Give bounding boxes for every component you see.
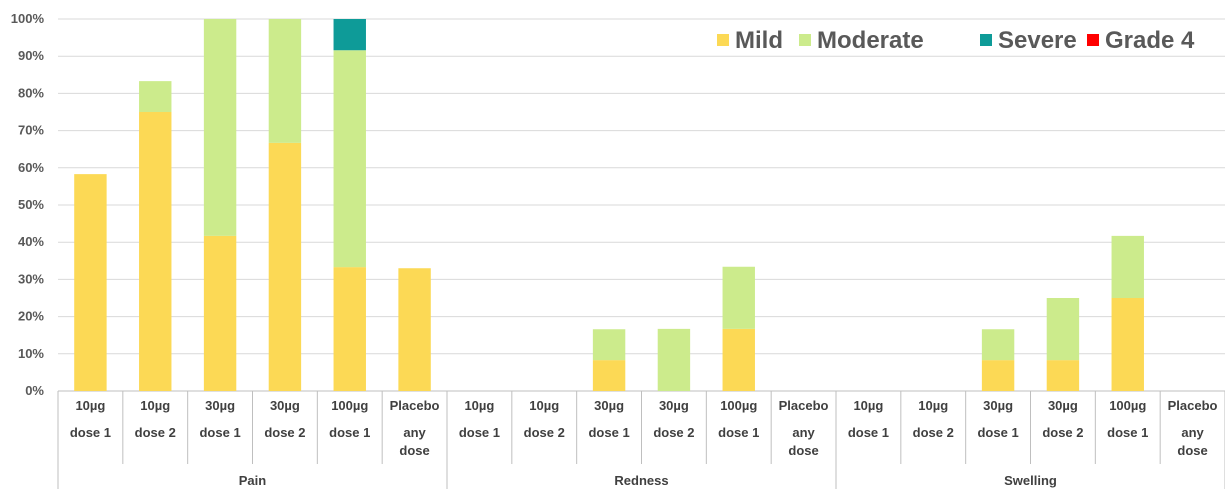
group-label: Pain — [239, 473, 267, 488]
y-tick-label: 30% — [18, 271, 44, 286]
x-tick-label: 30µg — [659, 398, 689, 413]
x-axis: 10µg dose 1 10µg dose 2 30µg dose 1 30µg dose 2… — [57, 391, 1225, 489]
bar-segment-moderate — [592, 329, 626, 361]
bar-segment-mild — [139, 112, 172, 391]
bar-segment-moderate — [1111, 235, 1144, 298]
y-tick-label: 60% — [18, 160, 44, 175]
x-tick-label: 30µg — [594, 398, 624, 413]
bar-segment-mild — [981, 360, 1015, 391]
x-tick-label: 10µg — [918, 398, 948, 413]
x-tick-label: dose 1 — [1107, 425, 1148, 440]
legend-label-severe: Severe — [998, 27, 1077, 54]
x-tick-label: 10µg — [464, 398, 494, 413]
x-tick-label: dose — [1177, 443, 1207, 458]
bar-segment-mild — [1111, 298, 1144, 391]
gridlines — [58, 18, 1225, 392]
y-tick-label: 40% — [18, 234, 44, 249]
bars — [74, 19, 1144, 391]
bar-segment-severe — [333, 19, 366, 51]
x-tick-label: 30µg — [270, 398, 300, 413]
y-axis-tick-labels: 0% 10% 20% 30% 40% 50% 60% 70% 80% 90% 100% — [11, 11, 45, 398]
legend-swatch-mild — [717, 34, 729, 46]
x-tick-label: 100µg — [331, 398, 368, 413]
bar-segment-moderate — [139, 81, 172, 112]
x-tick-label: Placebo — [390, 398, 440, 413]
bar-segment-moderate — [1046, 298, 1080, 361]
bar-segment-moderate — [981, 329, 1015, 361]
x-tick-label: dose 2 — [913, 425, 954, 440]
group-label: Swelling — [1004, 473, 1057, 488]
x-tick-label: dose 1 — [977, 425, 1018, 440]
x-tick-label: dose 1 — [588, 425, 629, 440]
x-tick-label: dose 1 — [718, 425, 759, 440]
legend-label-grade-4: Grade 4 — [1105, 27, 1195, 54]
y-tick-label: 70% — [18, 123, 44, 138]
x-tick-label: dose — [399, 443, 429, 458]
x-tick-label: any — [792, 425, 815, 440]
x-tick-label: dose 1 — [70, 425, 111, 440]
y-tick-label: 0% — [25, 383, 44, 398]
bar-segment-moderate — [268, 19, 302, 143]
x-tick-label: 30µg — [1048, 398, 1078, 413]
group-label: Redness — [614, 473, 668, 488]
x-tick-label: dose 2 — [264, 425, 305, 440]
legend-label-moderate: Moderate — [817, 27, 924, 54]
x-tick-label: dose 1 — [329, 425, 370, 440]
x-tick-label: 10µg — [853, 398, 883, 413]
x-tick-label: 10µg — [529, 398, 559, 413]
legend-label-mild: Mild — [735, 27, 783, 54]
bar-segment-mild — [203, 235, 237, 391]
x-tick-label: dose 1 — [199, 425, 240, 440]
x-tick-label: Placebo — [1168, 398, 1218, 413]
x-tick-label: 100µg — [1109, 398, 1146, 413]
legend-swatch-severe — [980, 34, 992, 46]
legend-swatch-moderate — [799, 34, 811, 46]
x-tick-label: 100µg — [720, 398, 757, 413]
bar-segment-mild — [268, 142, 302, 391]
y-tick-label: 80% — [18, 85, 44, 100]
x-tick-label: dose 2 — [524, 425, 565, 440]
x-tick-label: 10µg — [140, 398, 170, 413]
x-tick-label: dose — [788, 443, 818, 458]
y-tick-label: 10% — [18, 346, 44, 361]
x-tick-label: any — [1181, 425, 1204, 440]
bar-segment-mild — [333, 267, 366, 391]
legend-swatch-grade-4 — [1087, 34, 1099, 46]
bar-segment-mild — [74, 174, 107, 391]
x-tick-label: dose 1 — [459, 425, 500, 440]
x-tick-label: dose 1 — [848, 425, 889, 440]
y-tick-label: 50% — [18, 197, 44, 212]
y-tick-label: 90% — [18, 48, 44, 63]
x-tick-label: 30µg — [205, 398, 235, 413]
x-tick-label: dose 2 — [135, 425, 176, 440]
bar-segment-mild — [592, 360, 626, 391]
bar-segment-moderate — [722, 266, 755, 329]
x-tick-label: dose 2 — [653, 425, 694, 440]
x-tick-label: dose 2 — [1042, 425, 1083, 440]
bar-segment-moderate — [657, 328, 691, 391]
legend: Mild Moderate Severe Grade 4 — [717, 27, 1195, 54]
bar-segment-mild — [398, 268, 431, 391]
x-tick-label: 30µg — [983, 398, 1013, 413]
bar-segment-moderate — [203, 19, 237, 236]
bar-segment-moderate — [333, 50, 366, 268]
y-tick-label: 20% — [18, 309, 44, 324]
bar-segment-mild — [722, 328, 755, 391]
y-tick-label: 100% — [11, 11, 45, 26]
x-tick-label: any — [403, 425, 426, 440]
x-tick-label: 10µg — [75, 398, 105, 413]
bar-segment-mild — [1046, 360, 1080, 391]
x-tick-label: Placebo — [779, 398, 829, 413]
